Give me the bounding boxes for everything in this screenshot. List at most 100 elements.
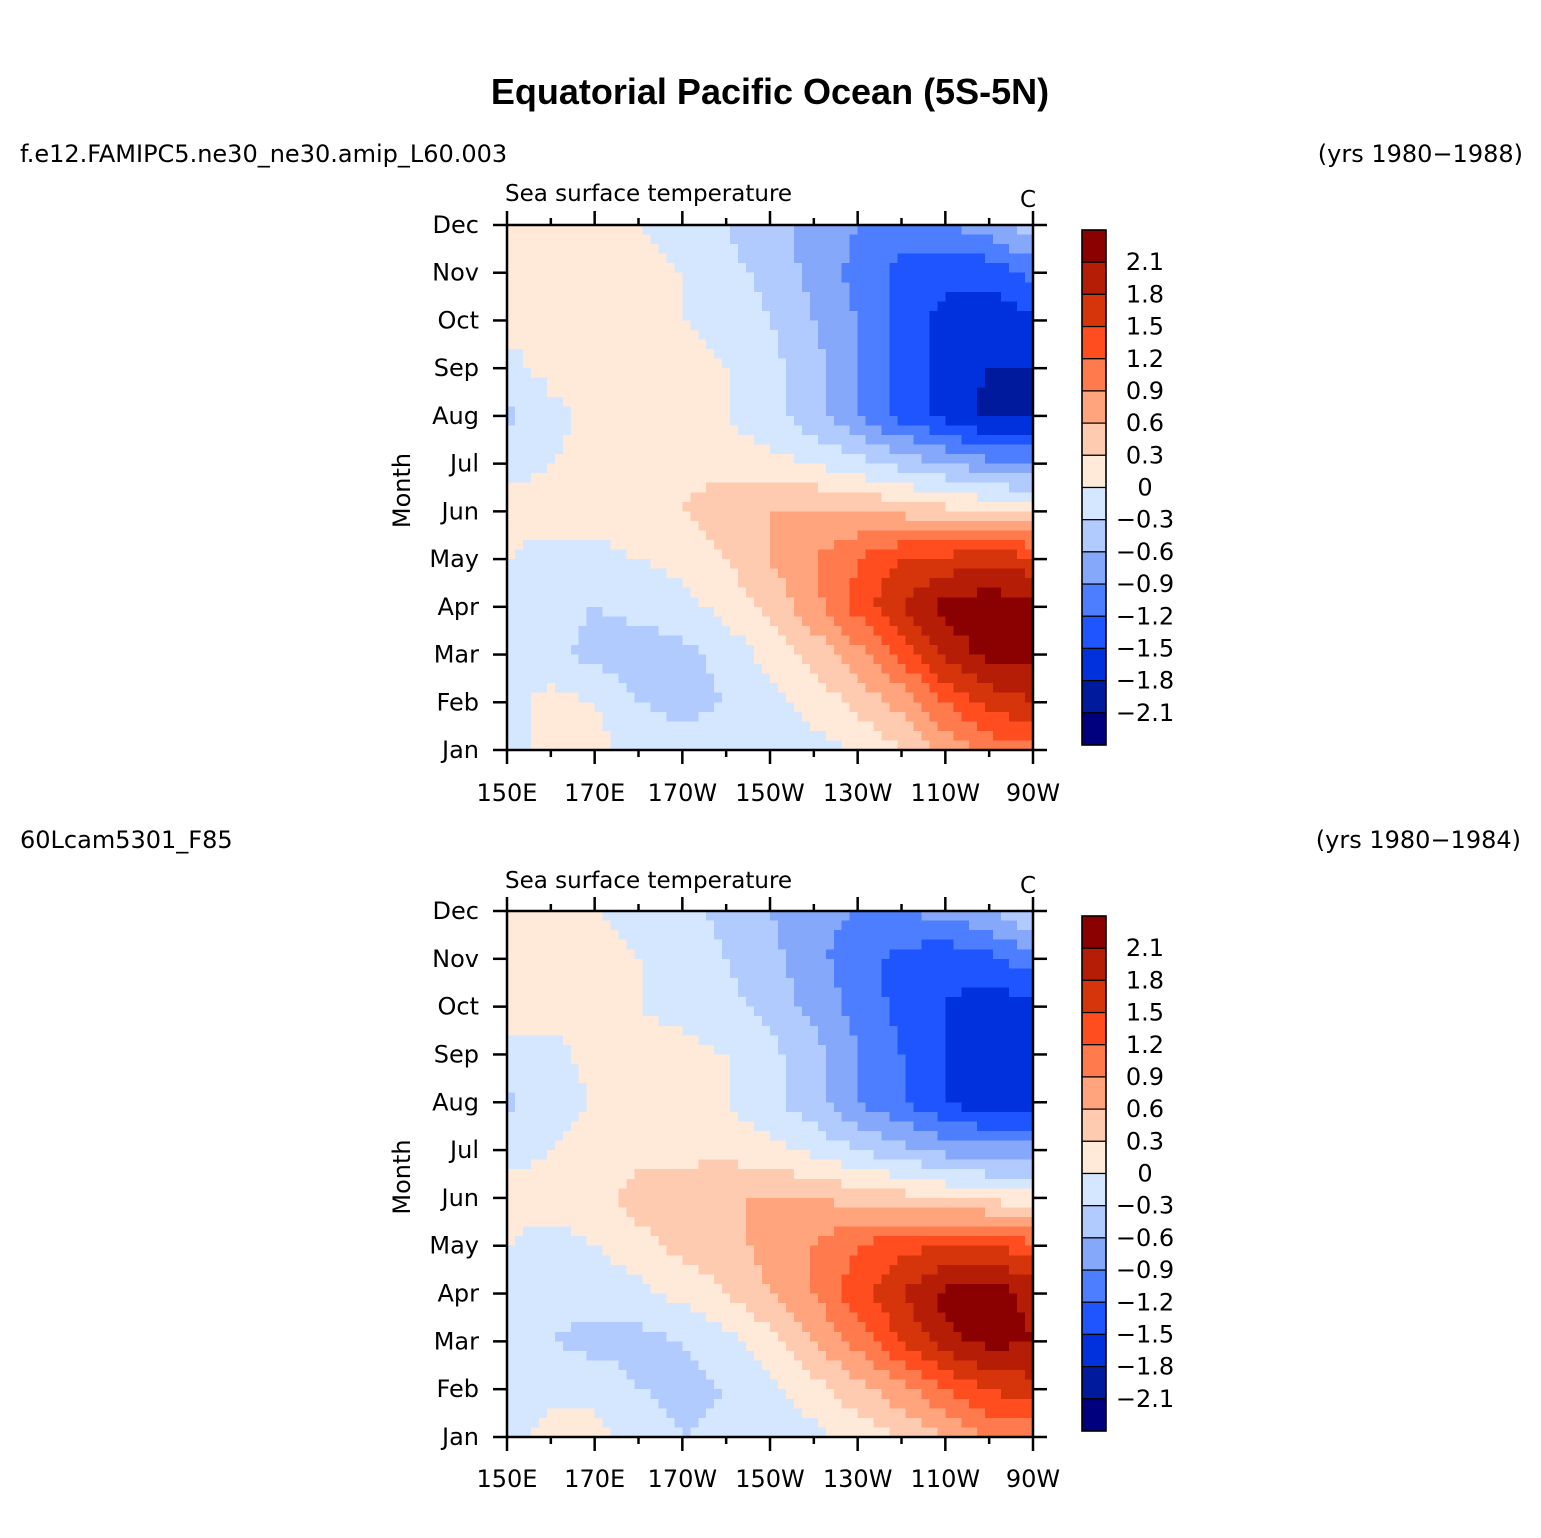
contour-cell	[817, 253, 827, 264]
contour-cell	[594, 425, 604, 436]
contour-cell	[809, 578, 819, 589]
contour-cell	[610, 435, 620, 446]
contour-cell	[770, 492, 779, 503]
contour-cell	[730, 454, 739, 465]
contour-cell	[570, 702, 580, 713]
contour-cell	[618, 530, 628, 541]
contour-cell	[554, 1083, 564, 1094]
contour-cell	[905, 597, 915, 608]
contour-cell	[985, 664, 994, 675]
contour-cell	[929, 997, 938, 1008]
contour-cell	[945, 272, 954, 283]
contour-cell	[690, 415, 699, 427]
contour-cell	[897, 949, 907, 960]
contour-cell	[993, 1006, 1002, 1017]
contour-cell	[626, 578, 636, 589]
contour-cell	[897, 358, 907, 369]
contour-cell	[522, 406, 532, 417]
contour-cell	[522, 930, 532, 941]
contour-cell	[833, 616, 843, 627]
contour-cell	[666, 730, 675, 742]
contour-cell	[849, 501, 859, 512]
contour-cell	[634, 1083, 644, 1094]
contour-cell	[801, 415, 811, 427]
contour-cell	[921, 310, 930, 322]
contour-cell	[873, 654, 883, 665]
contour-cell	[905, 234, 915, 245]
contour-cell	[602, 387, 612, 398]
contour-cell	[841, 1035, 851, 1046]
contour-cell	[993, 997, 1002, 1008]
contour-cell	[746, 444, 755, 455]
contour-cell	[977, 987, 986, 998]
contour-cell	[754, 540, 763, 551]
contour-cell	[921, 606, 930, 617]
contour-cell	[953, 406, 962, 417]
contour-cell	[586, 511, 596, 522]
contour-cell	[833, 301, 843, 312]
y-axis-label: Month	[388, 453, 416, 528]
contour-cell	[554, 244, 564, 255]
contour-cell	[698, 930, 707, 941]
contour-cell	[658, 415, 667, 427]
contour-cell	[530, 492, 540, 503]
contour-cell	[722, 253, 731, 264]
contour-cell	[841, 511, 851, 522]
contour-cell	[849, 1083, 859, 1094]
contour-cell	[562, 692, 572, 703]
contour-cell	[1025, 463, 1034, 474]
contour-cell	[514, 568, 524, 579]
contour-cell	[1009, 1073, 1018, 1084]
contour-cell	[682, 540, 691, 551]
contour-cell	[945, 253, 954, 264]
contour-cell	[1009, 435, 1018, 446]
contour-cell	[514, 473, 524, 484]
contour-cell	[817, 530, 827, 541]
contour-cell	[634, 1073, 644, 1084]
contour-cell	[993, 234, 1002, 245]
contour-cell	[953, 272, 962, 283]
contour-cell	[929, 930, 938, 941]
contour-cell	[706, 1016, 715, 1027]
contour-cell	[666, 549, 675, 560]
contour-cell	[873, 721, 883, 732]
contour-cell	[777, 1083, 787, 1094]
contour-cell	[993, 673, 1002, 684]
contour-cell	[522, 702, 532, 713]
contour-cell	[730, 349, 739, 360]
contour-cell	[706, 530, 715, 541]
contour-cell	[833, 282, 843, 293]
contour-cell	[945, 454, 954, 465]
contour-cell	[674, 540, 683, 551]
contour-cell	[514, 415, 524, 427]
contour-cell	[801, 225, 811, 236]
contour-cell	[706, 683, 715, 694]
contour-cell	[889, 482, 899, 493]
contour-cell	[538, 234, 548, 245]
contour-cell	[993, 310, 1002, 322]
contour-cell	[1017, 253, 1026, 264]
contour-cell	[1025, 683, 1034, 694]
contour-cell	[785, 291, 795, 302]
contour-cell	[730, 645, 739, 656]
contour-cell	[801, 349, 811, 360]
contour-cell	[562, 930, 572, 941]
contour-cell	[682, 730, 691, 742]
contour-cell	[809, 396, 819, 407]
contour-cell	[698, 463, 707, 474]
contour-cell	[522, 911, 532, 922]
contour-cell	[1017, 435, 1026, 446]
contour-cell	[586, 625, 596, 637]
contour-cell	[706, 711, 715, 722]
contour-cell	[682, 272, 691, 283]
contour-cell	[881, 625, 891, 637]
contour-cell	[1017, 492, 1026, 503]
contour-cell	[905, 377, 915, 388]
contour-cell	[610, 625, 620, 637]
contour-cell	[570, 568, 580, 579]
contour-cell	[698, 396, 707, 407]
contour-cell	[841, 253, 851, 264]
contour-cell	[602, 492, 612, 503]
contour-cell	[953, 253, 962, 264]
contour-cell	[650, 473, 660, 484]
